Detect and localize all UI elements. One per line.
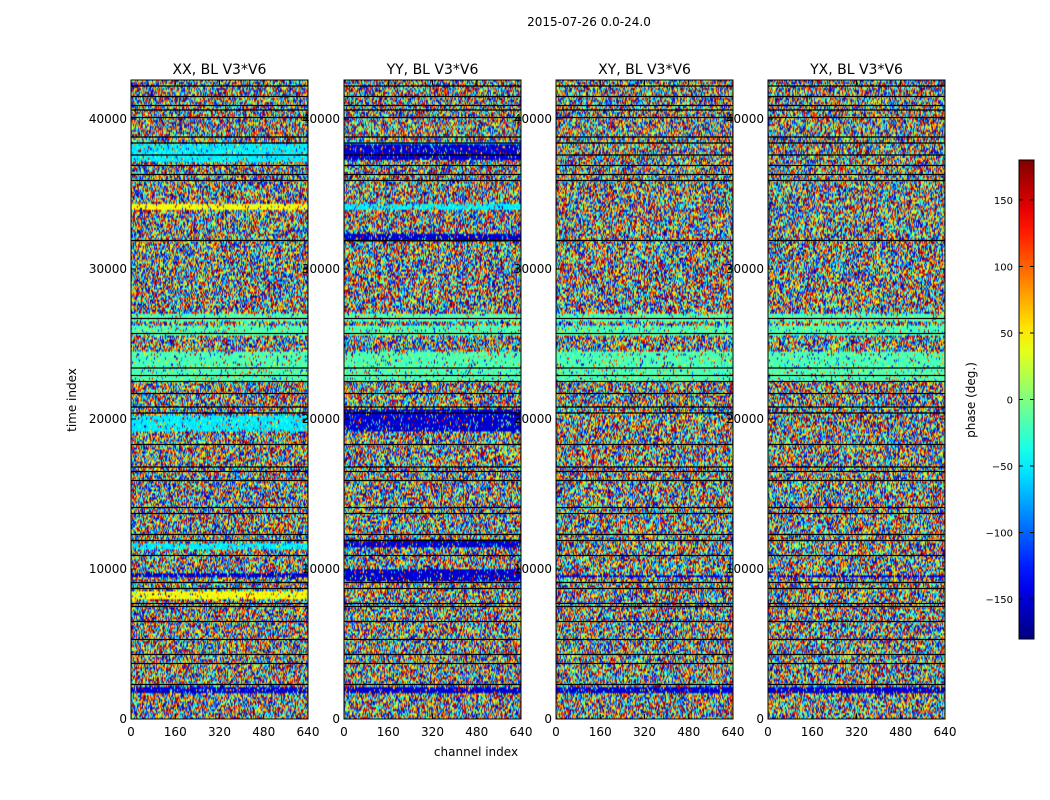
y-tick-label: 0 [544, 712, 552, 726]
figure-suptitle: 2015-07-26 0.0-24.0 [527, 15, 651, 29]
panels: XX, BL V3*V6 0 160 320 480 640 0 10000 20000 3000… [89, 62, 957, 739]
x-tick-label: 320 [421, 725, 444, 739]
x-tick-label: 160 [164, 725, 187, 739]
x-tick-label: 480 [252, 725, 275, 739]
panel-title: XY, BL V3*V6 [598, 62, 691, 78]
x-axis-label: channel index [434, 745, 518, 759]
y-tick-label: 0 [756, 712, 764, 726]
y-tick-label: 30000 [89, 262, 127, 276]
y-tick-label: 10000 [89, 562, 127, 576]
x-tick-label: 480 [889, 725, 912, 739]
heatmap-image [556, 80, 733, 719]
x-tick-label: 320 [845, 725, 868, 739]
y-tick-label: 40000 [89, 112, 127, 126]
y-tick-label: 20000 [514, 412, 552, 426]
y-tick-label: 20000 [302, 412, 340, 426]
heatmap-image [344, 80, 521, 719]
x-tick-label: 160 [801, 725, 824, 739]
x-tick-label: 0 [340, 725, 348, 739]
colorbar-label: phase (deg.) [964, 362, 978, 438]
panel-1: XX, BL V3*V6 0 160 320 480 640 0 10000 20000 3000… [89, 62, 320, 739]
x-tick-label: 0 [127, 725, 135, 739]
panel-title: YY, BL V3*V6 [386, 62, 479, 78]
colorbar: −150 −100 −50 0 50 100 150 phase (deg.) [964, 159, 1035, 640]
x-tick-label: 480 [465, 725, 488, 739]
heatmap-image [131, 80, 308, 719]
x-tick-label: 480 [677, 725, 700, 739]
colorbar-tick-label: 50 [1000, 329, 1013, 340]
y-tick-label: 30000 [514, 262, 552, 276]
y-tick-label: 20000 [89, 412, 127, 426]
x-tick-label: 320 [633, 725, 656, 739]
y-tick-label: 0 [119, 712, 127, 726]
y-tick-label: 10000 [514, 562, 552, 576]
y-tick-label: 40000 [514, 112, 552, 126]
x-tick-label: 0 [552, 725, 560, 739]
colorbar-tick-label: 0 [1007, 396, 1013, 407]
panel-2: YY, BL V3*V6 0 160 320 480 640 0 10000 20000 3000… [302, 62, 533, 739]
colorbar-tick-label: −50 [992, 462, 1013, 473]
y-tick-label: 40000 [302, 112, 340, 126]
x-tick-label: 320 [208, 725, 231, 739]
panel-title: YX, BL V3*V6 [809, 62, 903, 78]
y-axis-label: time index [65, 368, 79, 432]
heatmap-image [768, 80, 945, 719]
colorbar-tick-label: 100 [994, 262, 1013, 273]
y-tick-label: 10000 [302, 562, 340, 576]
y-tick-label: 30000 [726, 262, 764, 276]
x-tick-label: 640 [934, 725, 957, 739]
panel-4: YX, BL V3*V6 0 160 320 480 640 0 10000 20000 3000… [726, 62, 957, 739]
y-tick-label: 0 [332, 712, 340, 726]
x-tick-label: 640 [297, 725, 320, 739]
x-tick-label: 160 [377, 725, 400, 739]
panel-3: XY, BL V3*V6 0 160 320 480 640 0 10000 20000 3000… [514, 62, 745, 739]
x-tick-label: 640 [510, 725, 533, 739]
y-tick-label: 40000 [726, 112, 764, 126]
colorbar-tick-label: −100 [986, 529, 1013, 540]
y-tick-label: 30000 [302, 262, 340, 276]
y-tick-label: 20000 [726, 412, 764, 426]
panel-title: XX, BL V3*V6 [173, 62, 267, 78]
x-tick-label: 0 [764, 725, 772, 739]
colorbar-tick-label: −150 [986, 595, 1013, 606]
colorbar-tick-label: 150 [994, 196, 1013, 207]
x-tick-label: 640 [722, 725, 745, 739]
x-tick-label: 160 [589, 725, 612, 739]
y-tick-label: 10000 [726, 562, 764, 576]
